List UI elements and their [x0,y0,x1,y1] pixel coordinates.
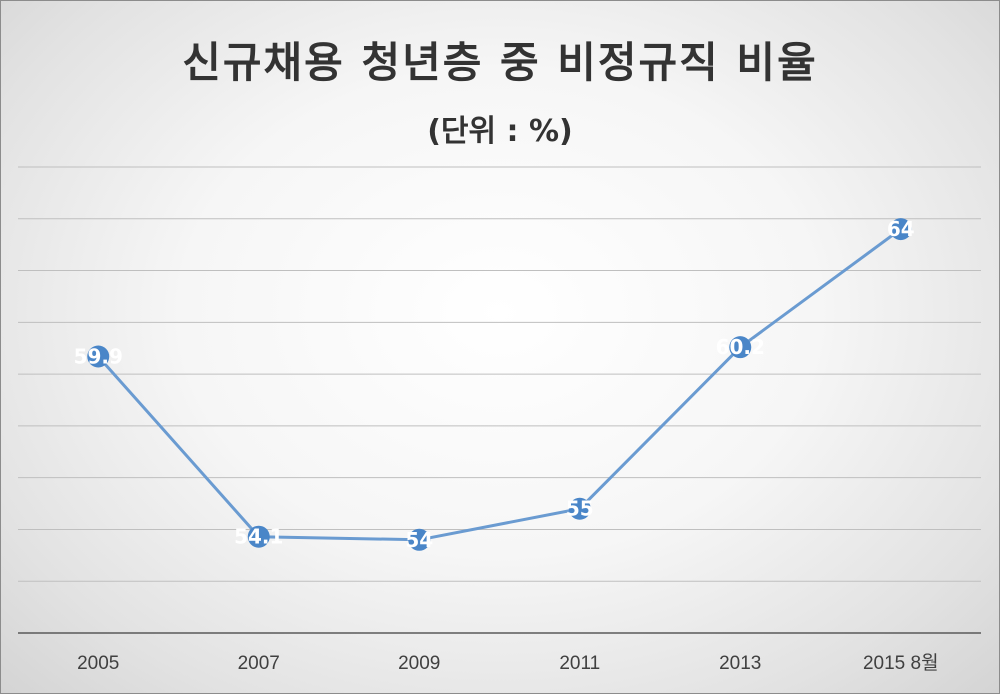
chart-title: 신규채용 청년층 중 비정규직 비율 [182,38,818,87]
data-label: 54 [405,528,433,552]
data-label: 64 [887,217,915,241]
data-label: 60.2 [716,335,765,359]
x-tick-label: 2015 8월 [863,652,939,674]
x-tick-label: 2013 [719,653,761,674]
data-point [247,525,270,548]
data-label: 55 [566,497,594,521]
series-line [97,227,902,542]
data-point [408,528,431,551]
data-point [87,345,110,368]
data-point [889,218,912,241]
data-point [729,336,752,359]
data-label: 54.1 [234,525,283,549]
data-point [568,497,591,520]
x-tick-label: 2009 [398,653,440,674]
x-tick-label: 2005 [77,653,119,674]
data-label: 59.9 [74,345,123,369]
x-tick-label: 2007 [238,653,280,674]
x-tick-label: 2011 [559,653,600,674]
chart-subtitle: (단위 : %) [427,114,573,149]
